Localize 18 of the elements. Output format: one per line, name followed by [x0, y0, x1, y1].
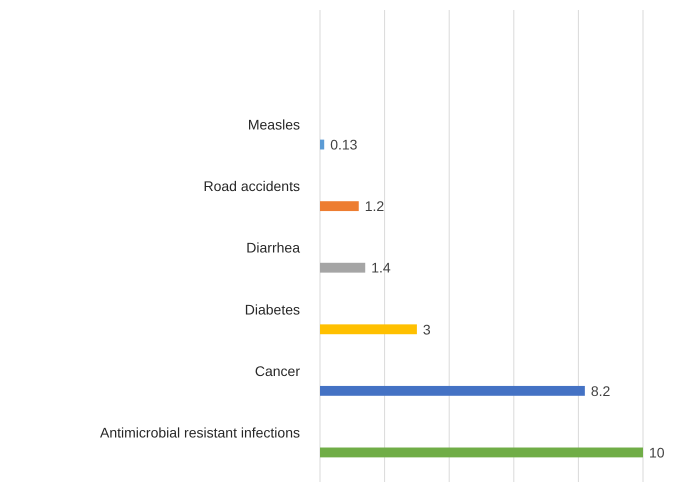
data-label: 0.13 — [330, 136, 358, 153]
data-label: 10 — [649, 444, 665, 460]
data-label: 1.2 — [364, 198, 384, 214]
bar — [320, 324, 417, 334]
data-label: 3 — [422, 321, 431, 338]
bar — [320, 140, 324, 150]
bar — [320, 386, 585, 396]
y-tick-label: Diarrhea — [246, 240, 300, 256]
bar — [320, 448, 643, 458]
data-label: 8.2 — [590, 382, 611, 399]
y-tick-label: Cancer — [254, 362, 300, 379]
bar — [320, 262, 366, 273]
y-tick-label: Road accidents — [203, 178, 300, 194]
data-label: 1.4 — [371, 260, 391, 276]
y-tick-label: Antimicrobial resistant infections — [100, 424, 300, 440]
bar — [320, 201, 359, 212]
y-tick-label: Measles — [248, 116, 300, 133]
y-tick-label: Diabetes — [244, 301, 300, 318]
